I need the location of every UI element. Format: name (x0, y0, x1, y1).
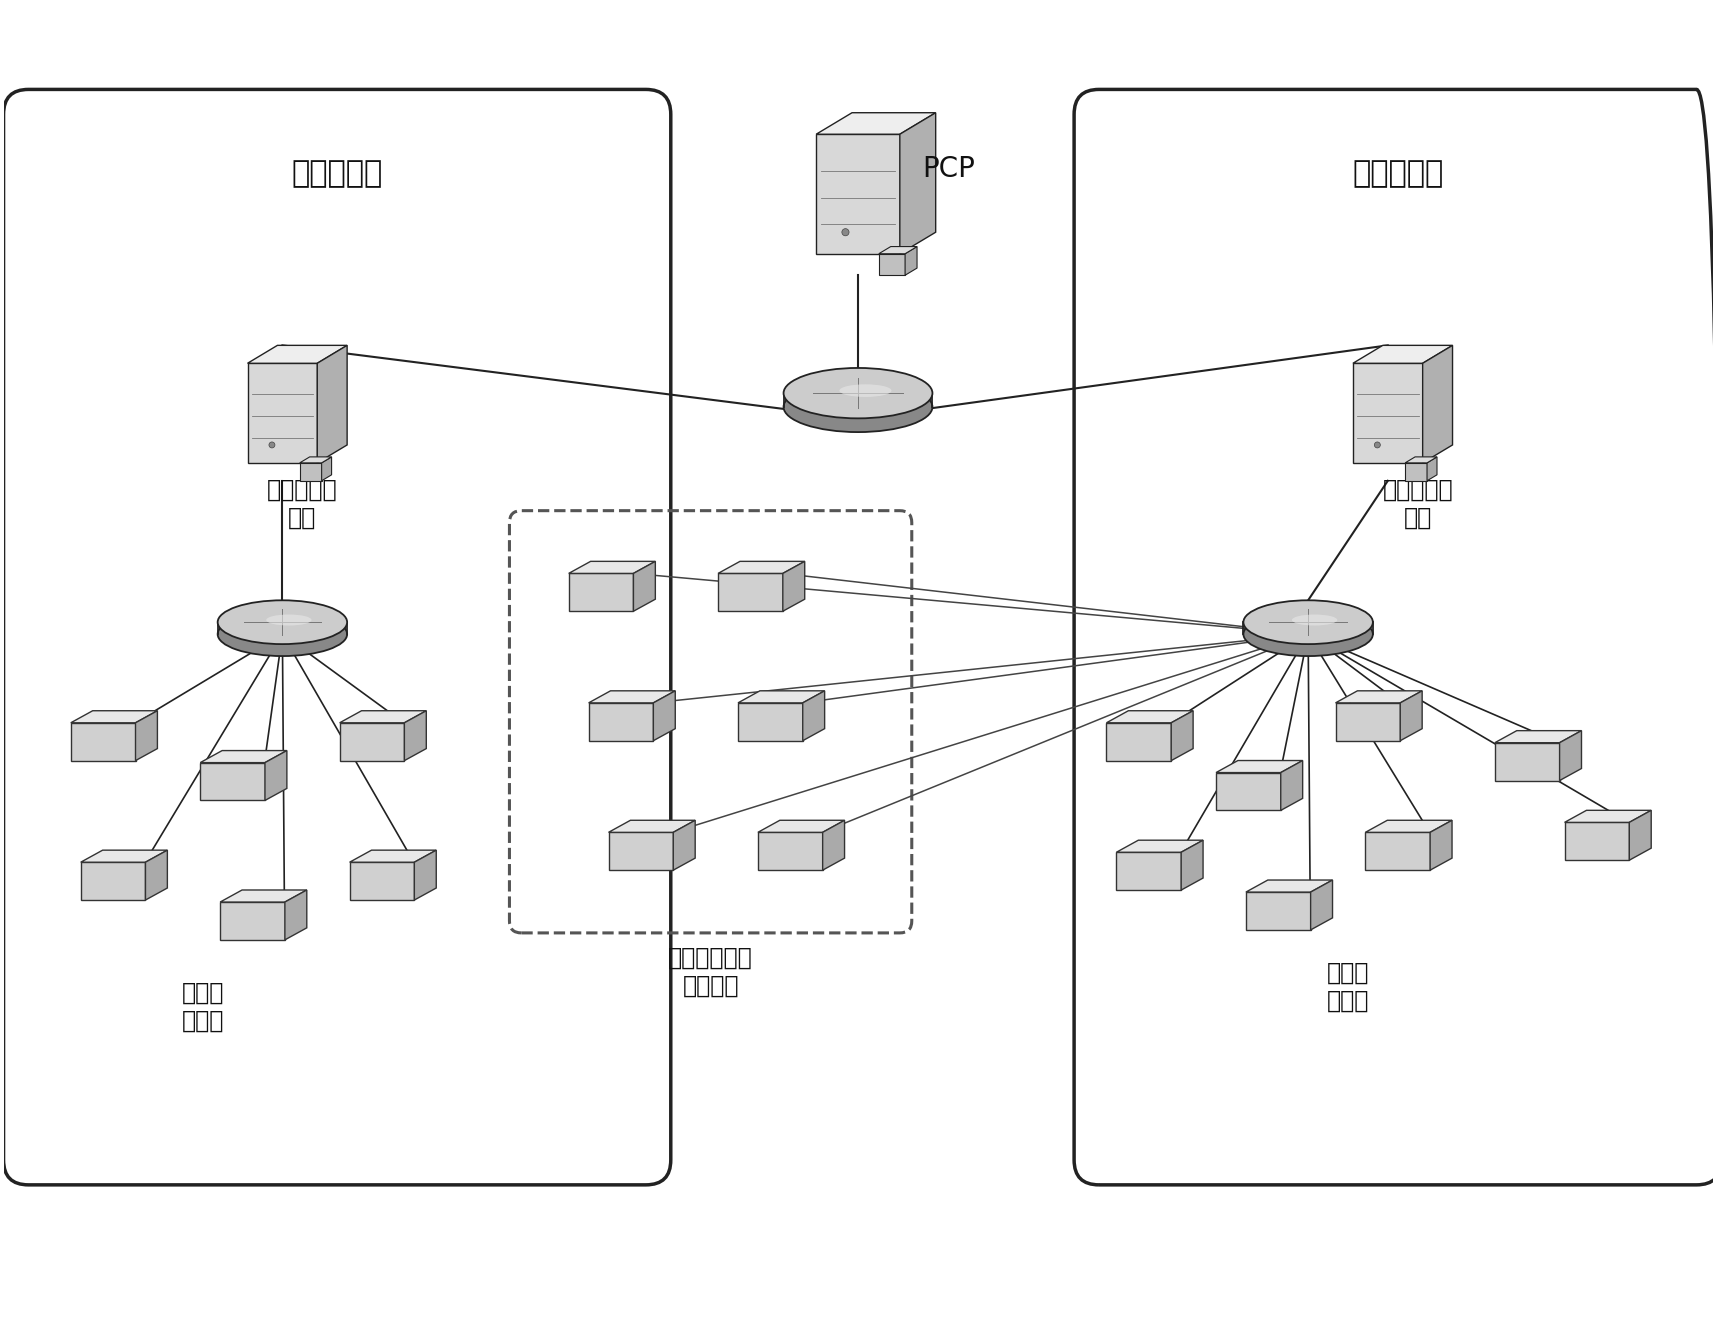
Polygon shape (738, 691, 824, 703)
Polygon shape (1496, 730, 1581, 742)
Ellipse shape (218, 612, 347, 656)
Polygon shape (608, 832, 673, 870)
Circle shape (841, 228, 848, 236)
Text: 预留计
算资源: 预留计 算资源 (182, 981, 223, 1032)
Text: PCP: PCP (922, 156, 975, 183)
Polygon shape (405, 711, 426, 761)
Ellipse shape (1243, 600, 1374, 644)
Polygon shape (738, 703, 804, 741)
Polygon shape (321, 456, 331, 480)
Polygon shape (1116, 840, 1204, 852)
Polygon shape (879, 254, 905, 275)
Ellipse shape (1243, 612, 1374, 656)
Polygon shape (568, 573, 634, 611)
Ellipse shape (266, 615, 311, 625)
Polygon shape (146, 849, 167, 900)
Circle shape (270, 442, 275, 448)
Polygon shape (1559, 730, 1581, 781)
Ellipse shape (783, 381, 932, 432)
Polygon shape (757, 832, 822, 870)
Polygon shape (201, 762, 264, 800)
Polygon shape (1106, 723, 1171, 761)
Polygon shape (1365, 832, 1430, 870)
Polygon shape (70, 711, 158, 723)
Polygon shape (1310, 880, 1332, 930)
Polygon shape (414, 849, 436, 900)
Polygon shape (1564, 823, 1629, 860)
Polygon shape (1401, 691, 1422, 741)
Polygon shape (1423, 345, 1453, 463)
Polygon shape (340, 711, 426, 723)
Polygon shape (350, 849, 436, 862)
Polygon shape (816, 134, 900, 254)
Polygon shape (654, 691, 675, 741)
Polygon shape (673, 820, 695, 870)
Polygon shape (220, 890, 307, 902)
Polygon shape (1247, 880, 1332, 892)
Polygon shape (1430, 820, 1453, 870)
Polygon shape (757, 820, 845, 832)
Ellipse shape (218, 600, 347, 644)
Polygon shape (589, 691, 675, 703)
Ellipse shape (840, 384, 891, 397)
Polygon shape (1427, 456, 1437, 480)
Polygon shape (783, 561, 805, 611)
Polygon shape (804, 691, 824, 741)
Text: 动态资源池: 动态资源池 (1351, 160, 1444, 188)
Polygon shape (1106, 711, 1193, 723)
Polygon shape (1353, 345, 1453, 364)
Ellipse shape (783, 368, 932, 419)
Polygon shape (285, 890, 307, 939)
Polygon shape (247, 345, 347, 364)
Polygon shape (1181, 840, 1204, 890)
Circle shape (1374, 442, 1380, 448)
Polygon shape (81, 862, 146, 900)
Polygon shape (822, 820, 845, 870)
Text: 在线调度服
务器: 在线调度服 务器 (268, 478, 338, 530)
Text: 离线调度服
务器: 离线调度服 务器 (1382, 478, 1453, 530)
Polygon shape (1564, 811, 1652, 823)
Polygon shape (1405, 456, 1437, 463)
Polygon shape (879, 247, 917, 254)
Polygon shape (1216, 773, 1281, 811)
Polygon shape (1336, 703, 1401, 741)
Polygon shape (81, 849, 167, 862)
Polygon shape (1336, 691, 1422, 703)
Polygon shape (1405, 463, 1427, 480)
Polygon shape (70, 723, 136, 761)
Polygon shape (900, 113, 936, 254)
Polygon shape (1116, 852, 1181, 890)
Polygon shape (201, 750, 287, 762)
Polygon shape (1216, 761, 1303, 773)
Polygon shape (718, 561, 805, 573)
Polygon shape (1171, 711, 1193, 761)
Polygon shape (1281, 761, 1303, 811)
Polygon shape (1247, 892, 1310, 930)
Polygon shape (340, 723, 405, 761)
Polygon shape (718, 573, 783, 611)
Polygon shape (608, 820, 695, 832)
Polygon shape (905, 247, 917, 275)
Polygon shape (350, 862, 414, 900)
Polygon shape (589, 703, 654, 741)
Polygon shape (1353, 364, 1423, 463)
Polygon shape (568, 561, 656, 573)
Text: 动态计
算资源: 动态计 算资源 (1327, 961, 1368, 1013)
Text: 预留资源池: 预留资源池 (292, 160, 383, 188)
Polygon shape (1629, 811, 1652, 860)
Text: 动态资源参与
在线计算: 动态资源参与 在线计算 (668, 946, 754, 997)
Polygon shape (300, 456, 331, 463)
Polygon shape (300, 463, 321, 480)
Polygon shape (318, 345, 347, 463)
Polygon shape (634, 561, 656, 611)
Ellipse shape (1291, 615, 1338, 625)
Polygon shape (816, 113, 936, 134)
Polygon shape (136, 711, 158, 761)
Polygon shape (1496, 742, 1559, 781)
Polygon shape (1365, 820, 1453, 832)
Polygon shape (247, 364, 318, 463)
Polygon shape (264, 750, 287, 800)
Polygon shape (220, 902, 285, 939)
